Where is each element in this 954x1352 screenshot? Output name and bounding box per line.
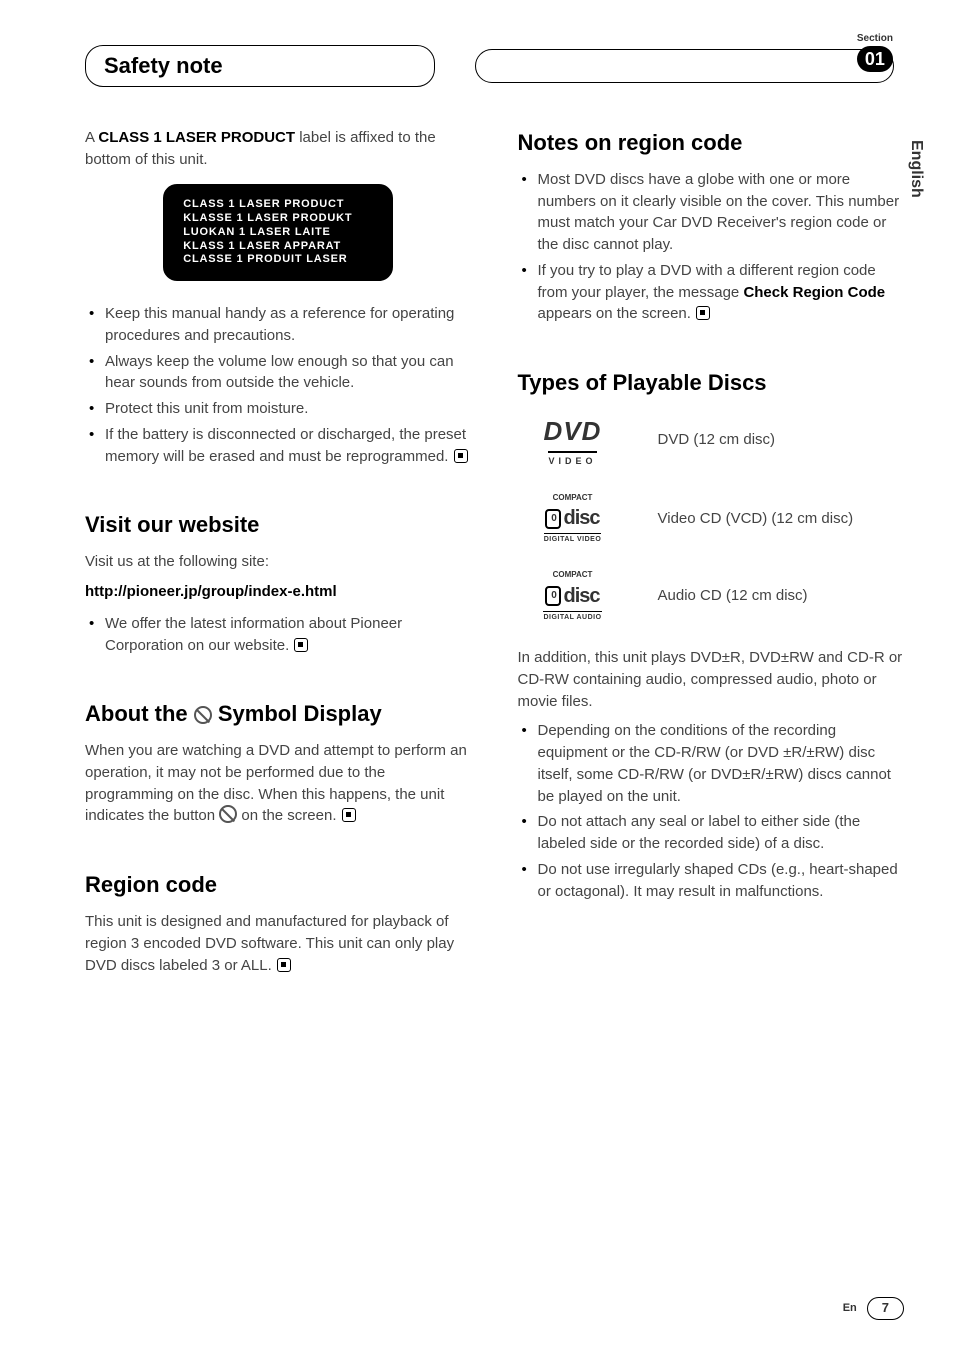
about-para: When you are watching a DVD and attempt … [85,740,472,827]
title-pill: Safety note [85,45,435,87]
end-mark-icon [454,449,468,463]
label-line: KLASS 1 LASER APPARAT [183,240,373,254]
list-item: Protect this unit from moisture. [85,398,472,420]
label-line: CLASS 1 LASER PRODUCT [183,198,373,212]
disc-desc: Audio CD (12 cm disc) [658,585,905,607]
language-tab: English [905,140,928,198]
end-mark-icon [294,638,308,652]
section-number: 01 [857,46,893,72]
disc-desc: DVD (12 cm disc) [658,429,905,451]
list-item: Keep this manual handy as a reference fo… [85,303,472,347]
cd-bot: DIGITAL AUDIO [543,611,601,623]
laser-intro: A CLASS 1 LASER PRODUCT label is affixed… [85,127,472,171]
label-line: KLASSE 1 LASER PRODUKT [183,212,373,226]
region-heading: Region code [85,869,472,901]
list-item: If the battery is disconnected or discha… [85,424,472,468]
about-heading: About the Symbol Display [85,698,472,730]
prohibit-icon [219,805,237,823]
label-line: CLASSE 1 PRODUIT LASER [183,253,373,267]
addendum-para: In addition, this unit plays DVD±R, DVD±… [518,647,905,712]
vcd-logo: COMPACT 0disc DIGITAL VIDEO [518,492,628,546]
list-item: Depending on the conditions of the recor… [518,720,905,807]
list-item: Most DVD discs have a globe with one or … [518,169,905,256]
right-column: Notes on region code Most DVD discs have… [518,127,905,984]
safety-bullets: Keep this manual handy as a reference fo… [85,303,472,467]
end-mark-icon [342,808,356,822]
cd-top: COMPACT [553,569,593,581]
page-footer: En 7 [843,1297,904,1320]
section-label: Section [857,32,893,47]
prohibit-icon [194,706,212,724]
intro-bold: CLASS 1 LASER PRODUCT [98,129,295,146]
visit-url[interactable]: http://pioneer.jp/group/index-e.html [85,581,472,603]
dvd-logo: DVD VIDEO [518,413,628,468]
laser-label-box: CLASS 1 LASER PRODUCT KLASSE 1 LASER PRO… [163,184,393,281]
list-item: We offer the latest information about Pi… [85,613,472,657]
label-line: LUOKAN 1 LASER LAITE [183,226,373,240]
disc-desc: Video CD (VCD) (12 cm disc) [658,508,905,530]
visit-heading: Visit our website [85,509,472,541]
types-heading: Types of Playable Discs [518,367,905,399]
cd-logo: COMPACT 0disc DIGITAL AUDIO [518,569,628,623]
cd-mid: 0disc [545,504,599,533]
notes-bullets: Most DVD discs have a globe with one or … [518,169,905,325]
cd-top: COMPACT [553,492,593,504]
list-item: Do not attach any seal or label to eithe… [518,811,905,855]
list-item: Always keep the volume low enough so tha… [85,351,472,395]
visit-intro: Visit us at the following site: [85,551,472,573]
page-number: 7 [867,1297,904,1320]
list-item: If you try to play a DVD with a differen… [518,260,905,325]
region-text: This unit is designed and manufactured f… [85,913,454,974]
left-column: A CLASS 1 LASER PRODUCT label is affixed… [85,127,472,984]
list-text: We offer the latest information about Pi… [105,615,402,654]
cd-bot: DIGITAL VIDEO [544,533,602,545]
disc-row-cd: COMPACT 0disc DIGITAL AUDIO Audio CD (12… [518,569,905,623]
visit-bullets: We offer the latest information about Pi… [85,613,472,657]
note2-post: appears on the screen. [538,305,691,322]
addendum-bullets: Depending on the conditions of the recor… [518,720,905,902]
disc-icon: 0 [545,509,561,529]
footer-lang: En [843,1301,857,1317]
dvd-logo-main: DVD [544,413,602,451]
about-post: Symbol Display [212,701,382,726]
disc-icon: 0 [545,586,561,606]
cd-mid: 0disc [545,582,599,611]
header-spacer: Section 01 [475,49,894,83]
region-para: This unit is designed and manufactured f… [85,911,472,976]
about-para-post: on the screen. [237,807,336,824]
page-header: Safety note Section 01 [85,45,904,87]
notes-heading: Notes on region code [518,127,905,159]
end-mark-icon [696,306,710,320]
list-text: If the battery is disconnected or discha… [105,426,466,465]
list-item: Do not use irregularly shaped CDs (e.g.,… [518,859,905,903]
about-pre: About the [85,701,194,726]
dvd-logo-sub: VIDEO [548,451,596,468]
note2-bold: Check Region Code [743,284,885,301]
section-badge: Section 01 [857,32,893,73]
disc-row-dvd: DVD VIDEO DVD (12 cm disc) [518,413,905,468]
disc-row-vcd: COMPACT 0disc DIGITAL VIDEO Video CD (VC… [518,492,905,546]
intro-prefix: A [85,129,98,146]
end-mark-icon [277,958,291,972]
